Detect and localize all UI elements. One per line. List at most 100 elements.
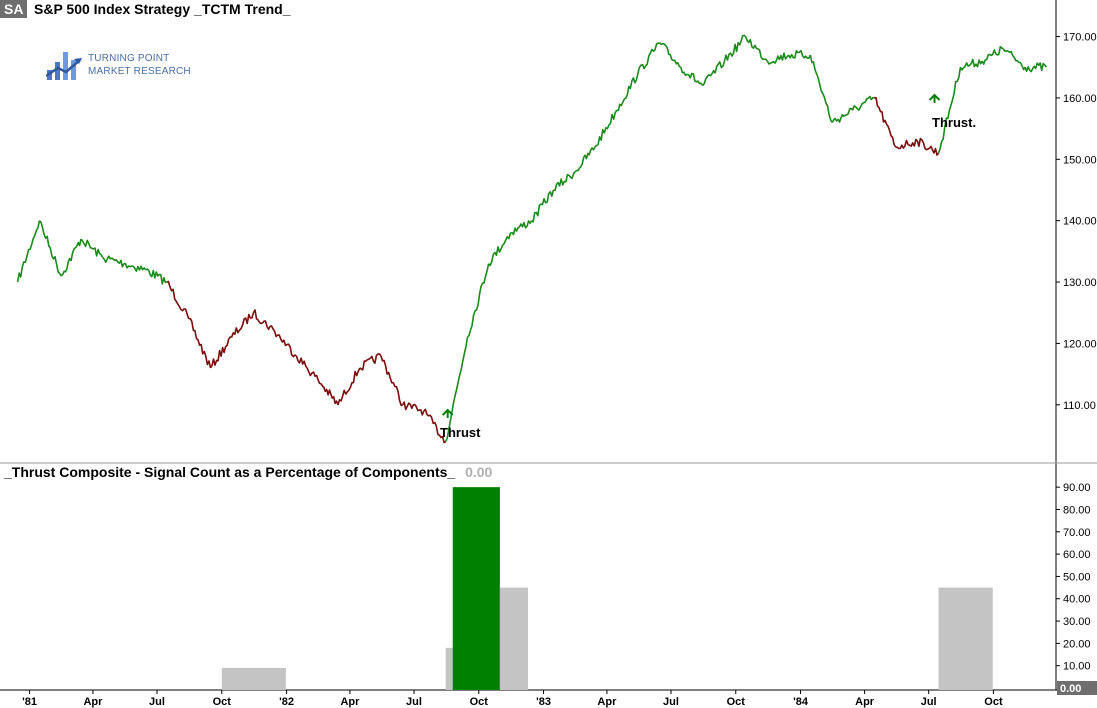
price-line-segment — [851, 95, 875, 111]
current-value: 0.00 — [465, 464, 493, 480]
price-line-segment — [1002, 48, 1026, 71]
x-tick-label: Jul — [663, 696, 679, 708]
price-line-segment — [680, 66, 704, 87]
x-tick-label: Apr — [340, 696, 360, 708]
price-line-segment — [230, 312, 255, 338]
price-line-segment — [423, 408, 447, 444]
x-tick-label: Apr — [597, 696, 617, 708]
price-line-segment — [616, 73, 639, 112]
price-line-segment — [574, 146, 596, 173]
thrust-annotation: Thrust. — [932, 115, 976, 130]
price-line-segment — [702, 60, 726, 87]
company-logo: TURNING POINT MARKET RESEARCH — [46, 48, 196, 82]
price-line-segment — [38, 220, 62, 277]
chart-title: S&P 500 Index Strategy _TCTM Trend_ — [34, 1, 291, 17]
composite-bar — [221, 667, 286, 690]
price-y-tick-label: 110.00 — [1063, 400, 1096, 412]
composite-y-tick-label: 50.00 — [1063, 571, 1091, 583]
lower-panel-title-text: _Thrust Composite - Signal Count as a Pe… — [4, 464, 456, 480]
price-line-segment — [359, 353, 382, 371]
price-y-tick-label: 120.00 — [1063, 338, 1097, 350]
logo-line1: TURNING POINT — [88, 53, 170, 64]
composite-y-tick-label: 90.00 — [1063, 482, 1091, 494]
composite-y-tick-label: 60.00 — [1063, 549, 1091, 561]
price-y-tick-label: 150.00 — [1063, 154, 1097, 166]
price-line-segment — [317, 379, 339, 406]
price-line-segment — [444, 337, 469, 442]
logo-icon — [46, 52, 82, 80]
x-tick-label: Jul — [921, 696, 937, 708]
price-line-segment — [123, 262, 147, 272]
x-tick-label: Jul — [149, 696, 165, 708]
price-line-segment — [252, 309, 276, 332]
price-line-segment — [1024, 62, 1047, 73]
x-tick-label: '83 — [536, 696, 551, 708]
price-line-segment — [895, 138, 918, 150]
price-line-segment — [466, 263, 490, 338]
composite-y-tick-label: 30.00 — [1063, 616, 1091, 628]
x-tick-label: '82 — [279, 696, 294, 708]
x-tick-label: Oct — [213, 696, 232, 708]
price-line-segment — [16, 220, 41, 283]
composite-y-tick-label: 10.00 — [1063, 661, 1091, 673]
composite-y-tick-label: 80.00 — [1063, 504, 1091, 516]
price-line-segment — [959, 58, 983, 71]
price-y-tick-label: 160.00 — [1063, 93, 1097, 105]
composite-bar — [499, 587, 529, 690]
composite-y-tick-label: 40.00 — [1063, 594, 1091, 606]
price-line-segment — [337, 367, 361, 406]
price-line-segment — [295, 355, 319, 381]
price-line-segment — [787, 49, 812, 59]
price-line-segment — [831, 107, 854, 123]
thrust-annotation: Thrust — [440, 425, 481, 440]
price-line-segment — [744, 36, 769, 62]
price-y-tick-label: 130.00 — [1063, 277, 1097, 289]
price-line-segment — [510, 220, 533, 236]
price-y-tick-label: 170.00 — [1063, 32, 1097, 44]
composite-y-tick-label: 70.00 — [1063, 527, 1091, 539]
logo-line2: MARKET RESEARCH — [88, 66, 191, 77]
price-line-segment — [766, 52, 790, 65]
price-line-segment — [723, 34, 747, 62]
x-tick-label: Jul — [406, 696, 422, 708]
x-tick-label: Oct — [470, 696, 489, 708]
price-line-segment — [209, 336, 232, 369]
price-line-segment — [531, 189, 555, 223]
price-line-segment — [380, 355, 404, 407]
price-y-tick-label: 140.00 — [1063, 216, 1097, 228]
x-tick-label: Apr — [83, 696, 103, 708]
x-tick-label: Oct — [984, 696, 1003, 708]
x-tick-label: Apr — [855, 696, 875, 708]
lower-panel-title: _Thrust Composite - Signal Count as a Pe… — [4, 464, 492, 480]
price-line-segment — [874, 96, 897, 148]
price-line-segment — [809, 54, 833, 123]
price-line-segment — [937, 67, 962, 154]
price-line-segment — [166, 280, 190, 320]
current-value-badge-label: 0.00 — [1060, 683, 1081, 695]
price-line-segment — [594, 109, 618, 148]
x-tick-label: '81 — [22, 696, 37, 708]
price-line-segment — [637, 41, 660, 74]
price-line-segment — [487, 232, 512, 267]
composite-y-tick-label: 20.00 — [1063, 638, 1091, 650]
x-tick-label: '84 — [793, 696, 809, 708]
composite-bar — [445, 647, 453, 690]
symbol-badge: SA — [0, 0, 28, 18]
current-value-badge — [1057, 681, 1097, 695]
price-line-segment — [80, 238, 104, 258]
x-tick-label: Oct — [727, 696, 746, 708]
price-line-segment — [188, 317, 212, 369]
thrust-bar — [452, 487, 500, 690]
price-line-segment — [60, 238, 82, 277]
price-line-segment — [145, 268, 168, 285]
price-line-segment — [916, 137, 940, 156]
price-line-segment — [273, 330, 297, 358]
price-line-segment — [659, 42, 682, 68]
price-line-segment — [402, 401, 425, 416]
price-line-segment — [553, 171, 576, 192]
composite-bar — [938, 587, 993, 690]
price-line-segment — [102, 255, 125, 268]
price-line-segment — [981, 46, 1004, 65]
